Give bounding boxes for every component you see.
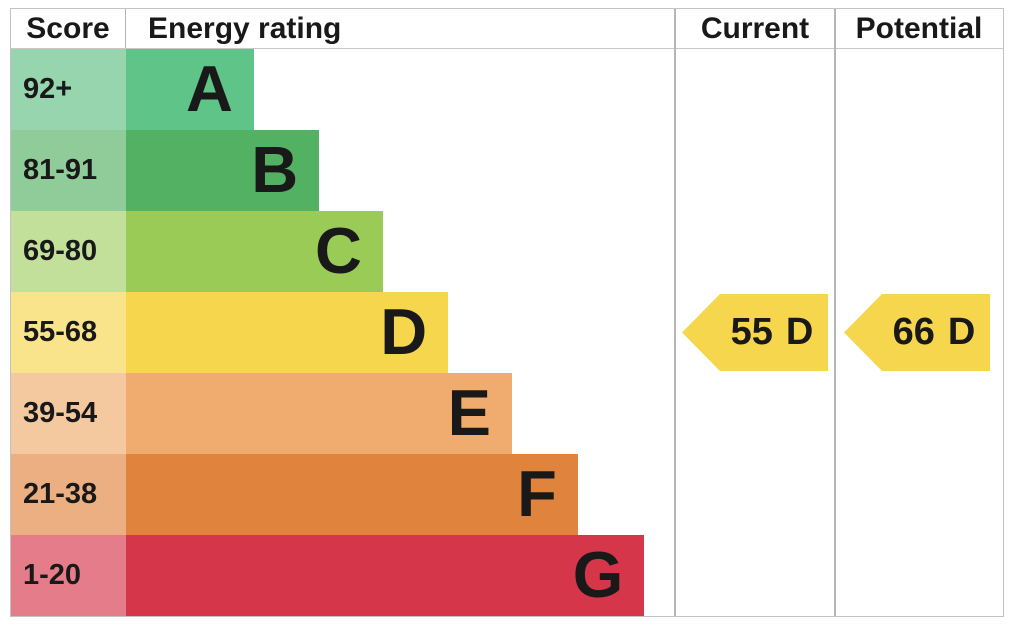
score-range-f: 21-38 xyxy=(11,454,126,535)
rating-bar-f: F xyxy=(126,454,578,535)
bar-cell-b: B xyxy=(126,130,675,211)
band-row-a: 92+ A xyxy=(11,49,1003,130)
rating-bar-g: G xyxy=(126,535,645,616)
rating-bar-d: D xyxy=(126,292,449,373)
rating-bands: 92+ A 81-91 B 69-80 C 55-68 D 39-54 E 21-38 F 1-20 G xyxy=(11,49,1003,616)
band-row-c: 69-80 C xyxy=(11,211,1003,292)
rating-bar-e: E xyxy=(126,373,512,454)
band-letter-e: E xyxy=(447,376,491,449)
score-range-b: 81-91 xyxy=(11,130,126,211)
chart-header: Score Energy rating Current Potential xyxy=(11,9,1003,49)
bar-cell-c: C xyxy=(126,211,675,292)
rating-bar-b: B xyxy=(126,130,320,211)
band-row-d: 55-68 D xyxy=(11,292,1003,373)
potential-score-value: 66 xyxy=(892,311,935,353)
bar-cell-f: F xyxy=(126,454,675,535)
rating-bar-c: C xyxy=(126,211,383,292)
band-row-e: 39-54 E xyxy=(11,373,1003,454)
bar-cell-a: A xyxy=(126,49,675,130)
current-column-header: Current xyxy=(700,11,810,45)
band-letter-g: G xyxy=(572,538,624,611)
band-letter-a: A xyxy=(185,52,233,125)
current-column-divider xyxy=(674,9,676,616)
bar-cell-d: D xyxy=(126,292,675,373)
score-range-d: 55-68 xyxy=(11,292,126,373)
band-letter-b: B xyxy=(251,133,299,206)
potential-column-divider xyxy=(834,9,836,616)
current-band-letter: D xyxy=(785,311,814,353)
energy-rating-column-header: Energy rating xyxy=(148,11,342,45)
epc-energy-rating-chart: Score Energy rating Current Potential 92… xyxy=(10,8,1004,617)
score-range-e: 39-54 xyxy=(11,373,126,454)
band-letter-f: F xyxy=(517,457,557,530)
score-range-c: 69-80 xyxy=(11,211,126,292)
bar-cell-e: E xyxy=(126,373,675,454)
band-row-b: 81-91 B xyxy=(11,130,1003,211)
score-range-a: 92+ xyxy=(11,49,126,130)
score-column-header: Score xyxy=(11,9,126,48)
score-range-g: 1-20 xyxy=(11,535,126,616)
band-row-g: 1-20 G xyxy=(11,535,1003,616)
bar-cell-g: G xyxy=(126,535,675,616)
potential-column-header: Potential xyxy=(855,11,983,45)
band-letter-d: D xyxy=(380,295,428,368)
band-row-f: 21-38 F xyxy=(11,454,1003,535)
potential-band-letter: D xyxy=(947,311,976,353)
current-score-value: 55 xyxy=(730,311,773,353)
band-letter-c: C xyxy=(314,214,362,287)
rating-bar-a: A xyxy=(126,49,254,130)
